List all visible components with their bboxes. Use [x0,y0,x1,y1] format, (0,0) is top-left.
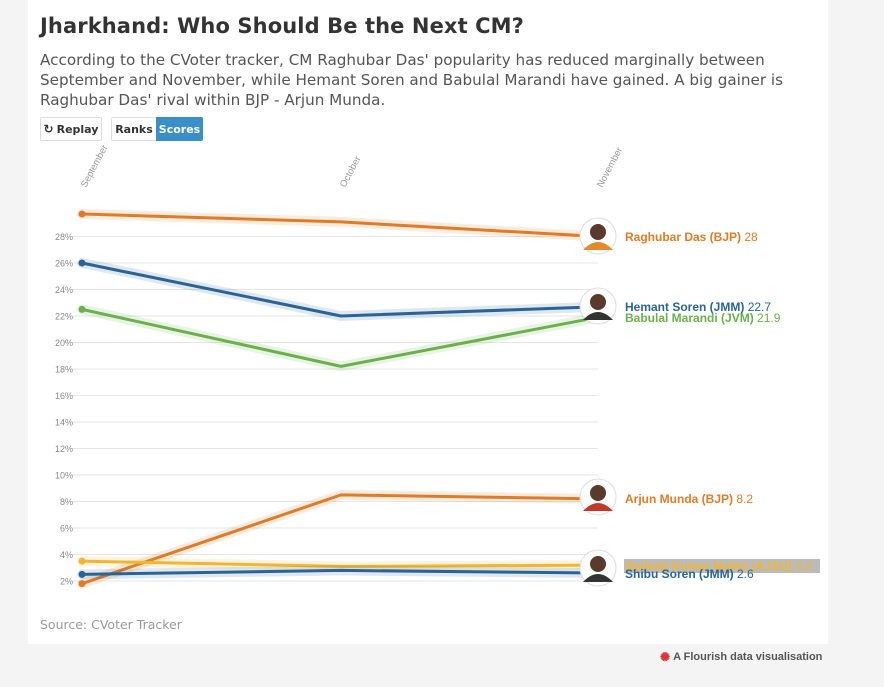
avatar-head [590,224,606,240]
series-name: Shibu Soren (JMM) [625,567,737,581]
series-value: 22.7 [748,300,772,314]
ranks-label: Ranks [115,122,153,136]
scores-toggle-button[interactable]: Scores [156,117,203,141]
y-tick-label: 20% [55,338,73,348]
series-start-point [78,580,86,588]
series-end-label: Babulal Marandi (JVM) 21.9 [625,311,781,325]
series-start-point [78,570,86,578]
series-name: Raghubar Das (BJP) [625,230,744,244]
series-line [81,212,599,238]
series-line [81,307,599,368]
avatar-head [590,485,606,501]
y-tick-label: 16% [55,391,73,401]
page-margin-left [0,0,28,687]
source-note: Source: CVoter Tracker [40,617,182,632]
y-tick-label: 10% [55,471,73,481]
y-tick-label: 22% [55,312,73,322]
replay-button[interactable]: ↻ Replay [40,117,102,141]
y-tick-label: 18% [55,365,73,375]
y-tick-label: 2% [60,577,73,587]
y-tick-label: 28% [55,232,73,242]
series-line [81,493,599,586]
series-value: 8.2 [736,492,753,506]
page-margin-right [828,0,884,687]
avatar-body [583,503,613,511]
y-tick-label: 12% [55,444,73,454]
flourish-credit[interactable]: ✺ A Flourish data visualisation [660,650,822,664]
avatar-body [583,574,613,582]
avatar-body [583,312,613,320]
series-end-label: Sudesh Kumar Mahto (AJSU) 3.2 [625,559,812,573]
series-name: Arjun Munda (BJP) [625,492,736,506]
series-value: 28 [744,230,758,244]
y-tick-label: 4% [60,550,73,560]
series-start-point [78,305,86,313]
series-name: Babulal Marandi (JVM) [625,311,757,325]
avatar-body [583,242,613,250]
series-line [81,568,599,576]
series-start-point [78,259,86,267]
series-value: 2.6 [737,567,754,581]
series-end-label: Hemant Soren (JMM) 22.7 [625,300,771,314]
page-margin-bottom [0,644,884,687]
label-highlight [624,559,820,573]
flourish-credit-label: A Flourish data visualisation [673,651,823,663]
series-start-point [78,557,86,565]
scores-label: Scores [158,122,201,136]
replay-label: Replay [56,122,99,136]
y-tick-label: 6% [60,524,73,534]
series-name: Hemant Soren (JMM) [625,300,748,314]
chart-title: Jharkhand: Who Should Be the Next CM? [40,14,524,38]
x-tick-label: October [338,154,364,189]
chart-subtitle: According to the CVoter tracker, CM Ragh… [40,51,784,109]
series-line [81,559,599,568]
series-start-point [78,210,86,218]
series-value: 21.9 [757,311,781,325]
visualisation-frame [28,4,828,644]
y-tick-label: 14% [55,418,73,428]
series-name: Sudesh Kumar Mahto (AJSU) [625,559,795,573]
x-tick-label: November [595,146,625,190]
series-end-label: Raghubar Das (BJP) 28 [625,230,758,244]
x-tick-label: September [79,143,111,189]
avatar-head [590,294,606,310]
avatar-head [590,556,606,572]
series-end-label: Arjun Munda (BJP) 8.2 [625,492,753,506]
series-value: 3.2 [795,559,812,573]
y-tick-label: 8% [60,497,73,507]
flourish-logo-icon: ✺ [660,650,671,664]
series-line [81,261,599,318]
y-tick-label: 26% [55,259,73,269]
ranks-toggle-button[interactable]: Ranks [111,117,157,141]
series-end-label: Shibu Soren (JMM) 2.6 [625,567,754,581]
y-tick-label: 24% [55,285,73,295]
replay-icon: ↻ [43,122,54,136]
